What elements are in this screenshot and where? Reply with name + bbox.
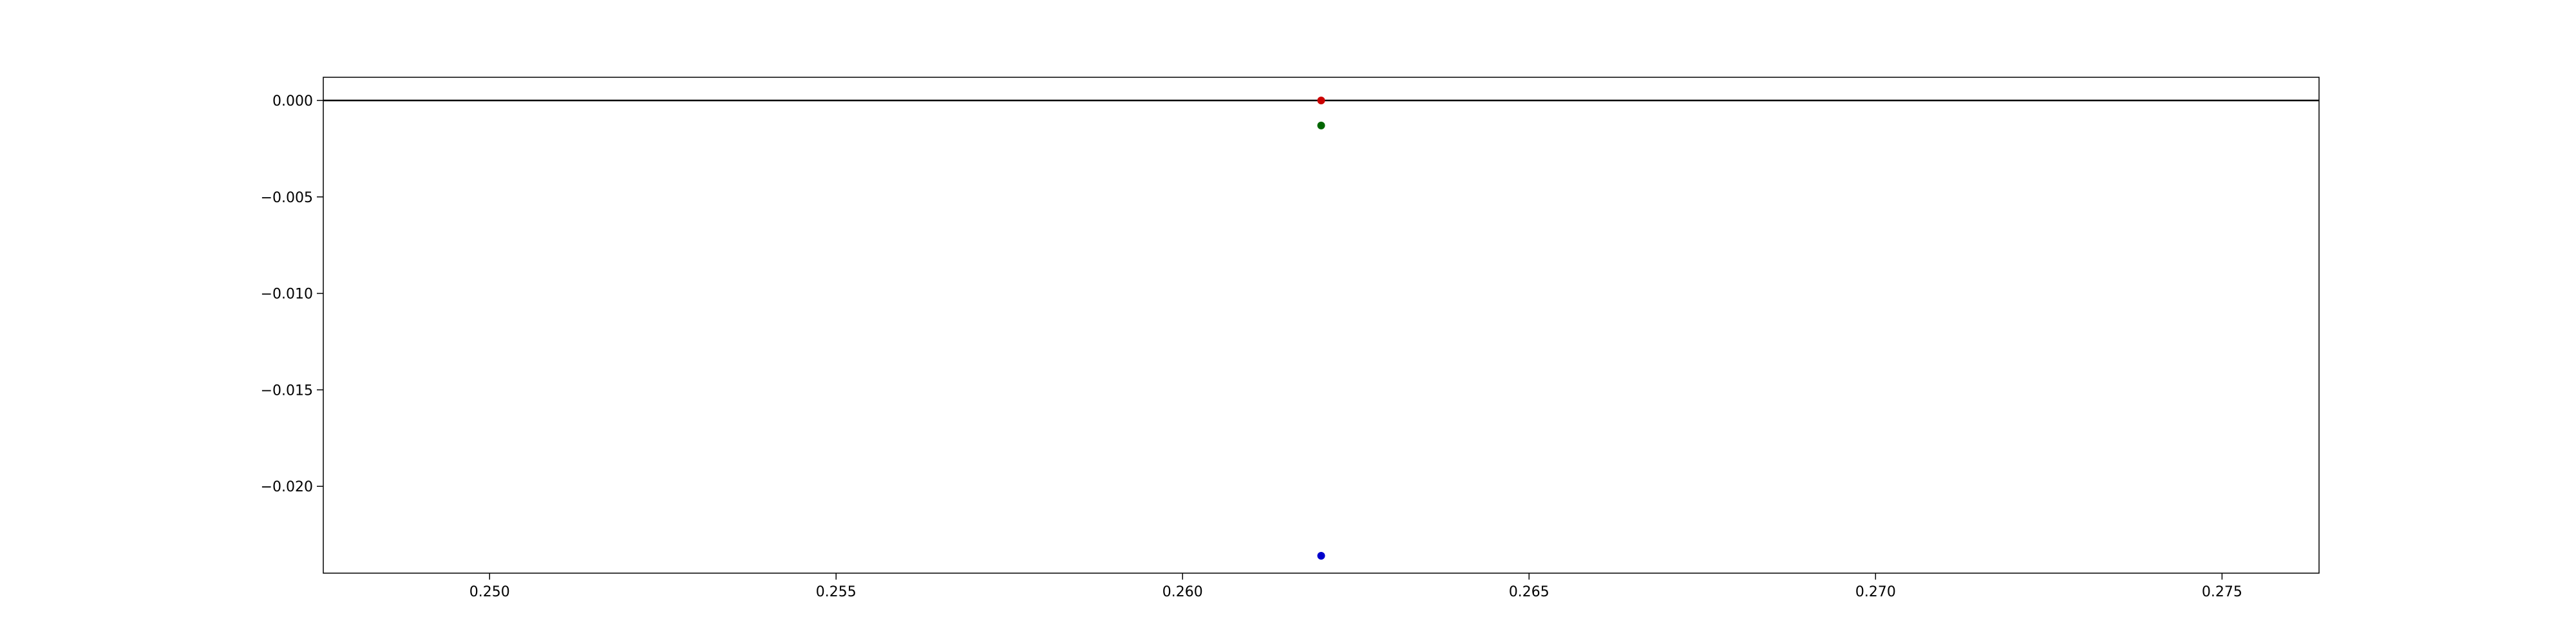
x-tick-label: 0.260 <box>1162 584 1203 600</box>
data-point-2 <box>1317 121 1325 129</box>
x-tick-label: 0.275 <box>2202 584 2242 600</box>
x-tick-label: 0.265 <box>1509 584 1549 600</box>
y-tick-label: −0.020 <box>261 479 313 495</box>
x-tick-label: 0.270 <box>1855 584 1896 600</box>
axes-frame <box>323 77 2320 574</box>
y-tick-label: −0.005 <box>261 190 313 206</box>
data-point-3 <box>1317 552 1325 560</box>
x-tick-label: 0.250 <box>469 584 510 600</box>
data-point-1 <box>1317 96 1325 104</box>
y-tick-label: −0.010 <box>261 287 313 303</box>
plot-area <box>323 96 2319 560</box>
y-tick-label: −0.015 <box>261 383 313 399</box>
y-tick-label: 0.000 <box>272 93 313 109</box>
x-tick-label: 0.255 <box>816 584 857 600</box>
